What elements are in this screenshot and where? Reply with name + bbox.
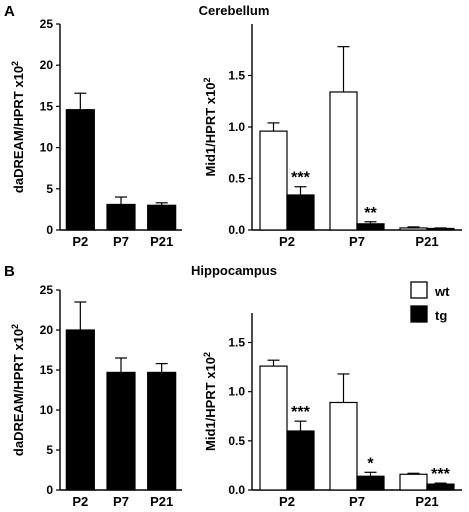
y-axis-label-text: Mid1/HPRT x10 (203, 357, 218, 451)
legend: wt tg (410, 281, 450, 323)
legend-label-wt: wt (434, 284, 450, 299)
x-tick-label: P7 (349, 234, 365, 249)
y-axis-label-text: Mid1/HPRT x10 (203, 83, 218, 177)
y-tick-label: 1.5 (228, 336, 245, 350)
x-tick-label: P21 (150, 234, 173, 249)
y-axis-label: daDREAM/HPRT x102 (10, 324, 26, 456)
x-tick-label: P7 (349, 494, 365, 509)
x-tick-label: P7 (113, 234, 129, 249)
panel-letter-b: B (4, 263, 15, 280)
bar-wt-p2 (259, 365, 288, 491)
y-tick-label: 15 (40, 363, 54, 377)
bar-value-p21 (147, 204, 177, 231)
panel-letter-a: A (4, 3, 15, 20)
y-tick-label: 25 (40, 17, 54, 31)
bar-tg-p21 (426, 483, 455, 491)
bar-value-p7 (106, 371, 136, 491)
bar-wt-p21 (399, 227, 428, 231)
y-tick-label: 1.0 (228, 120, 245, 134)
x-tick-label: P7 (113, 494, 129, 509)
y-axis-label-sup: 2 (10, 61, 20, 66)
y-tick-label: 0 (46, 223, 53, 237)
bar-tg-p21 (426, 227, 455, 231)
legend-swatch-tg (410, 305, 428, 323)
chart-hippocampus-dadream: 0 5 10 15 20 25 daDREAM/HPRT x102 P2 P7 P21 (10, 283, 182, 509)
y-tick-label: 0.0 (228, 223, 245, 237)
y-axis-label-text: daDREAM/HPRT x10 (11, 329, 26, 456)
y-tick-label: 0.0 (228, 483, 245, 497)
y-tick-label: 20 (40, 58, 54, 72)
y-axis-label: Mid1/HPRT x102 (202, 352, 218, 451)
bar-tg-p2 (286, 430, 315, 491)
legend-swatch-wt (410, 281, 428, 299)
y-tick-label: 0.5 (228, 434, 245, 448)
bar-value-p2 (65, 329, 95, 491)
bar-wt-p7 (329, 401, 358, 491)
y-tick-label: 20 (40, 323, 54, 337)
y-tick-label: 0 (46, 483, 53, 497)
y-axis-label-text: daDREAM/HPRT x10 (11, 66, 26, 193)
bar-wt-p7 (329, 91, 358, 231)
y-axis-label-sup: 2 (202, 352, 212, 357)
significance-marker: *** (431, 466, 450, 483)
bar-wt-p2 (259, 130, 288, 231)
significance-marker: ** (364, 205, 377, 222)
x-tick-label: P2 (279, 494, 295, 509)
x-tick-label: P21 (150, 494, 173, 509)
significance-marker: *** (291, 170, 310, 187)
significance-marker: *** (291, 404, 310, 421)
y-axis-label-sup: 2 (202, 78, 212, 83)
y-tick-label: 1.0 (228, 385, 245, 399)
y-tick-label: 0.5 (228, 172, 245, 186)
y-axis-label-sup: 2 (10, 324, 20, 329)
bar-tg-p7 (356, 475, 385, 491)
y-tick-label: 25 (40, 283, 54, 297)
x-tick-label: P2 (72, 494, 88, 509)
bar-value-p7 (106, 203, 136, 231)
x-tick-label: P2 (72, 234, 88, 249)
bar-value-p21 (147, 371, 177, 491)
x-tick-label: P2 (279, 234, 295, 249)
x-tick-label: P21 (415, 234, 438, 249)
y-tick-label: 1.5 (228, 69, 245, 83)
bar-wt-p21 (399, 473, 428, 491)
chart-cerebellum-dadream: 0 5 10 15 20 25 daDREAM/HPRT x102 P2 P7 P21 (10, 17, 182, 249)
y-tick-label: 5 (46, 443, 53, 457)
legend-label-tg: tg (435, 308, 447, 323)
y-axis-label: daDREAM/HPRT x102 (10, 61, 26, 193)
x-tick-label: P21 (415, 494, 438, 509)
bar-tg-p7 (356, 223, 385, 231)
bar-value-p2 (65, 109, 95, 231)
significance-marker: * (367, 455, 374, 472)
panel-title-hippocampus: Hippocampus (191, 263, 277, 278)
y-axis-label: Mid1/HPRT x102 (202, 78, 218, 177)
bar-tg-p2 (286, 194, 315, 231)
y-tick-label: 10 (40, 403, 54, 417)
y-tick-label: 10 (40, 141, 54, 155)
panel-title-cerebellum: Cerebellum (199, 3, 270, 18)
y-tick-label: 15 (40, 99, 54, 113)
y-tick-label: 5 (46, 182, 53, 196)
